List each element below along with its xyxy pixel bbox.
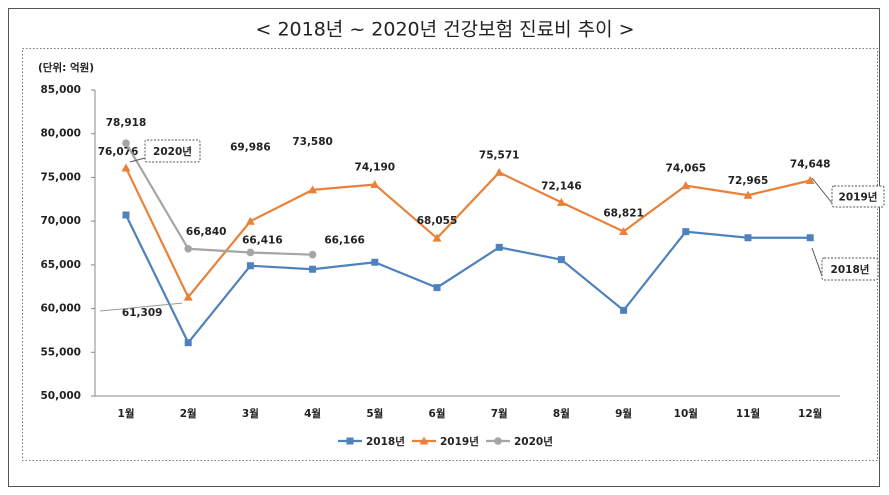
marker xyxy=(308,250,317,259)
marker xyxy=(246,262,254,270)
marker xyxy=(122,211,130,219)
marker xyxy=(495,243,503,251)
x-tick-label: 1월 xyxy=(118,407,135,420)
data-label: 66,416 xyxy=(242,234,283,246)
marker xyxy=(246,248,255,257)
callout-leader xyxy=(811,247,823,277)
x-tick-label: 4월 xyxy=(304,407,321,420)
marker xyxy=(346,437,354,445)
data-label: 72,146 xyxy=(541,180,582,192)
data-label: 68,055 xyxy=(417,215,458,227)
legend-label: 2019년 xyxy=(440,435,479,448)
marker xyxy=(744,234,752,242)
marker xyxy=(494,167,504,176)
data-label: 78,918 xyxy=(106,117,147,129)
x-tick-label: 5월 xyxy=(366,407,383,420)
marker xyxy=(805,176,815,185)
marker xyxy=(433,284,441,292)
x-tick-label: 8월 xyxy=(553,407,570,420)
y-tick-label: 80,000 xyxy=(40,128,81,140)
marker xyxy=(743,190,753,199)
marker xyxy=(494,437,502,445)
data-label: 66,166 xyxy=(324,235,365,247)
marker xyxy=(184,339,192,347)
callout-box xyxy=(144,139,201,163)
x-tick-label: 2월 xyxy=(180,407,197,420)
y-tick-label: 70,000 xyxy=(40,215,81,227)
marker xyxy=(681,181,691,190)
data-label: 61,309 xyxy=(122,307,163,319)
marker xyxy=(619,226,629,235)
leader-line xyxy=(99,302,183,312)
marker xyxy=(184,244,192,253)
series-line xyxy=(125,214,811,345)
y-tick-label: 75,000 xyxy=(40,171,81,183)
series-line xyxy=(125,142,313,256)
outer-frame xyxy=(8,8,880,487)
plot-frame xyxy=(22,48,878,461)
marker xyxy=(183,292,193,301)
data-label: 75,571 xyxy=(479,149,520,161)
callout-box xyxy=(831,185,885,208)
y-tick-label: 55,000 xyxy=(40,346,81,358)
marker xyxy=(806,234,814,242)
callout-leader xyxy=(129,157,146,163)
x-tick-label: 11월 xyxy=(736,407,760,420)
marker xyxy=(557,256,565,264)
marker xyxy=(682,228,690,236)
data-label: 69,986 xyxy=(230,141,271,153)
x-tick-label: 3월 xyxy=(242,407,259,420)
legend-label: 2018년 xyxy=(366,435,405,448)
unit-label: (단위: 억원) xyxy=(38,61,94,74)
y-tick-label: 65,000 xyxy=(40,259,81,271)
data-label: 66,840 xyxy=(186,226,227,238)
marker xyxy=(122,139,130,147)
y-tick-label: 50,000 xyxy=(40,390,81,402)
marker xyxy=(371,258,379,266)
callout-box xyxy=(821,257,879,281)
series-line xyxy=(125,167,811,300)
callout-label: 2019년 xyxy=(839,191,878,204)
y-tick-label: 60,000 xyxy=(40,303,81,315)
x-tick-label: 12월 xyxy=(798,407,822,420)
legend-label: 2020년 xyxy=(514,435,553,448)
data-label: 74,190 xyxy=(355,162,396,174)
marker xyxy=(309,265,317,273)
marker xyxy=(556,197,566,206)
callout-label: 2018년 xyxy=(831,263,870,276)
marker xyxy=(121,163,131,172)
data-label: 74,065 xyxy=(666,163,707,175)
marker xyxy=(370,180,380,189)
data-label: 74,648 xyxy=(790,159,831,171)
x-tick-label: 10월 xyxy=(674,407,698,420)
callout-leader xyxy=(811,177,833,204)
marker xyxy=(419,436,429,445)
data-label: 68,821 xyxy=(603,207,644,219)
data-label: 72,965 xyxy=(728,175,769,187)
marker xyxy=(432,233,442,242)
x-tick-label: 9월 xyxy=(615,407,632,420)
marker xyxy=(245,216,255,225)
marker xyxy=(308,185,318,194)
marker xyxy=(620,306,628,314)
data-label: 73,580 xyxy=(292,136,333,148)
y-tick-label: 85,000 xyxy=(40,84,81,96)
callout-label: 2020년 xyxy=(153,145,192,158)
x-tick-label: 7월 xyxy=(491,407,508,420)
data-label: 76,076 xyxy=(98,146,139,158)
x-tick-label: 6월 xyxy=(429,407,446,420)
chart-title: < 2018년 ~ 2020년 건강보험 진료비 추이 > xyxy=(255,19,634,41)
